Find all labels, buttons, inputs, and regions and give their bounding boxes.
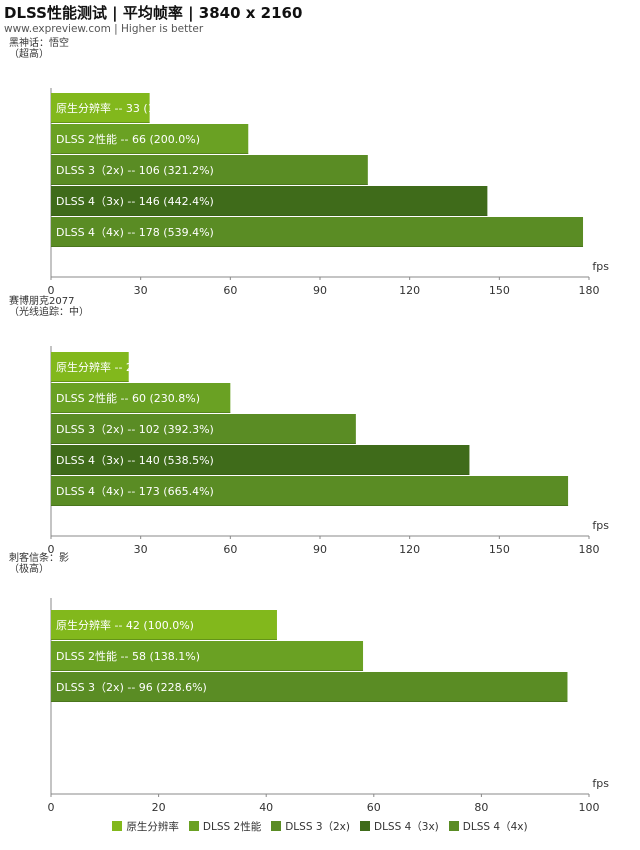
bar-label: DLSS 4（3x) -- 140 (538.5%): [56, 454, 214, 467]
bar-shadow: [51, 246, 584, 247]
bar-shadow: [51, 412, 231, 413]
panel-title: 刺客信条：影: [9, 551, 69, 564]
x-tick-label: 180: [579, 284, 600, 297]
x-tick-label: 150: [489, 543, 510, 556]
chart-legend: 原生分辨率 DLSS 2性能 DLSS 3（2x) DLSS 4（3x) DLS…: [0, 818, 640, 834]
bar-shadow: [51, 215, 488, 216]
panel-title: 赛博朋克2077: [9, 294, 74, 307]
bar-shadow: [51, 153, 249, 154]
panel-title: （超高）: [9, 47, 49, 60]
x-tick-label: 120: [399, 284, 420, 297]
bar-shadow: [51, 443, 356, 444]
bar: [51, 445, 470, 475]
x-tick-label: 60: [367, 801, 381, 814]
legend-label: DLSS 4（4x): [462, 820, 528, 833]
x-axis-label: fps: [592, 260, 609, 273]
bar: [51, 93, 150, 123]
bar-label: DLSS 2性能 -- 66 (200.0%): [56, 132, 200, 146]
chart-subtitle: www.expreview.com | Higher is better: [4, 23, 204, 35]
x-tick-label: 100: [579, 801, 600, 814]
x-tick-label: 20: [152, 801, 166, 814]
legend-item-dlss3: DLSS 3（2x): [271, 819, 350, 834]
bar-label: DLSS 4（3x) -- 146 (442.4%): [56, 195, 214, 208]
x-axis-label: fps: [592, 519, 609, 532]
x-tick-label: 90: [313, 543, 327, 556]
bar: [51, 124, 249, 154]
x-tick-label: 80: [474, 801, 488, 814]
legend-label: DLSS 2性能: [202, 820, 262, 833]
x-tick-label: 0: [48, 284, 55, 297]
x-tick-label: 60: [223, 543, 237, 556]
legend-swatch: [448, 821, 459, 831]
bar-label: DLSS 2性能 -- 60 (230.8%): [56, 391, 200, 405]
bar: [51, 217, 584, 247]
panel-title: （光线追踪：中）: [9, 305, 89, 318]
legend-swatch: [112, 821, 123, 831]
bar: [51, 155, 368, 185]
bar-shadow: [51, 122, 150, 123]
bar: [51, 383, 231, 413]
bar-label: DLSS 4（4x) -- 178 (539.4%): [56, 226, 214, 239]
bar-label: DLSS 3（2x) -- 102 (392.3%): [56, 423, 214, 436]
x-tick-label: 30: [134, 284, 148, 297]
legend-label: DLSS 4（3x): [374, 820, 439, 833]
bar-label: 原生分辨率 -- 26 (100.0%): [56, 360, 194, 374]
bar-shadow: [51, 639, 277, 640]
bar-label: DLSS 3（2x) -- 106 (321.2%): [56, 164, 214, 177]
x-tick-label: 0: [48, 801, 55, 814]
bar: [51, 476, 569, 506]
legend-item-dlss4-3x: DLSS 4（3x): [360, 819, 439, 834]
bar: [51, 414, 356, 444]
bar-label: DLSS 2性能 -- 58 (138.1%): [56, 649, 200, 663]
legend-label: 原生分辨率: [126, 820, 179, 833]
bar-shadow: [51, 381, 129, 382]
legend-item-native: 原生分辨率: [112, 819, 179, 834]
legend-item-dlss4-4x: DLSS 4（4x): [448, 819, 528, 834]
bar-shadow: [51, 670, 364, 671]
bar: [51, 352, 129, 382]
x-tick-label: 90: [313, 284, 327, 297]
x-tick-label: 180: [579, 543, 600, 556]
x-tick-label: 60: [223, 284, 237, 297]
panel-title: 黑神话：悟空: [9, 36, 69, 49]
bar-label: 原生分辨率 -- 42 (100.0%): [56, 618, 194, 632]
x-tick-label: 120: [399, 543, 420, 556]
legend-label: DLSS 3（2x): [285, 820, 350, 833]
x-tick-label: 40: [259, 801, 273, 814]
legend-item-dlss2: DLSS 2性能: [188, 819, 262, 834]
bar: [51, 641, 364, 671]
bar-shadow: [51, 184, 368, 185]
legend-swatch: [360, 821, 370, 831]
bar-label: 原生分辨率 -- 33 (100.0%): [56, 101, 194, 115]
bar-label: DLSS 3（2x) -- 96 (228.6%): [56, 681, 207, 694]
bar: [51, 610, 277, 640]
legend-swatch: [271, 821, 282, 831]
bar-shadow: [51, 701, 568, 702]
bar-shadow: [51, 505, 569, 506]
bar-label: DLSS 4（4x) -- 173 (665.4%): [56, 485, 214, 498]
x-tick-label: 0: [48, 543, 55, 556]
panel-title: （极高）: [9, 562, 49, 575]
chart-title: DLSS性能测试 | 平均帧率 | 3840 x 2160: [4, 4, 303, 22]
bar: [51, 186, 488, 216]
legend-swatch: [188, 821, 199, 831]
bar-shadow: [51, 474, 470, 475]
x-tick-label: 30: [134, 543, 148, 556]
x-axis-label: fps: [592, 777, 609, 790]
bar: [51, 672, 568, 702]
x-tick-label: 150: [489, 284, 510, 297]
